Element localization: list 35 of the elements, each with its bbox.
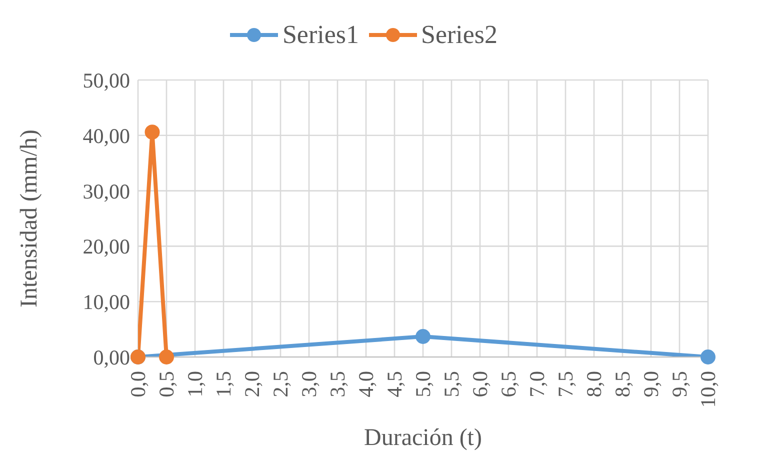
x-tick-label: 7,0 bbox=[525, 371, 549, 398]
y-tick-label: 50,00 bbox=[82, 68, 130, 92]
y-tick-label: 40,00 bbox=[82, 124, 130, 148]
x-tick-label: 0,0 bbox=[126, 371, 150, 398]
x-tick-label: 6,5 bbox=[496, 371, 520, 398]
y-tick-label: 20,00 bbox=[82, 234, 130, 259]
x-tick-label: 7,5 bbox=[554, 371, 578, 398]
y-tick-label: 0,00 bbox=[93, 345, 130, 370]
x-tick-label: 8,5 bbox=[610, 371, 634, 398]
x-tick-label: 5,0 bbox=[411, 371, 435, 398]
x-tick-label: 9,5 bbox=[668, 371, 692, 398]
x-tick-label: 9,0 bbox=[639, 371, 663, 398]
x-tick-label: 1,5 bbox=[212, 371, 236, 398]
x-tick-label: 3,5 bbox=[326, 371, 350, 398]
point bbox=[416, 329, 430, 344]
point bbox=[159, 350, 174, 364]
x-tick-label: 2,0 bbox=[240, 371, 264, 398]
legend-label: Series1 bbox=[282, 20, 359, 50]
x-tick-label: 4,5 bbox=[382, 371, 406, 398]
y-tick-label: 10,00 bbox=[82, 290, 130, 314]
x-axis-title: Duración (t) bbox=[364, 425, 482, 451]
x-tick-label: 3,0 bbox=[297, 371, 321, 398]
x-tick-label: 6,0 bbox=[468, 371, 492, 398]
x-tick-label: 2,5 bbox=[268, 371, 292, 398]
legend-label: Series2 bbox=[421, 20, 498, 50]
x-tick-label: 0,5 bbox=[154, 371, 178, 398]
point bbox=[700, 350, 716, 364]
x-tick-label: 8,0 bbox=[582, 371, 606, 398]
x-tick-label: 4,0 bbox=[354, 371, 378, 398]
x-tick-label: 1,0 bbox=[183, 371, 207, 398]
point bbox=[144, 124, 160, 140]
x-tick-label: 5,5 bbox=[440, 371, 464, 398]
y-tick-label: 30,00 bbox=[82, 179, 130, 204]
y-axis-title: Intensidad (mm/h) bbox=[16, 130, 43, 308]
x-tick-label: 10,0 bbox=[696, 371, 720, 408]
